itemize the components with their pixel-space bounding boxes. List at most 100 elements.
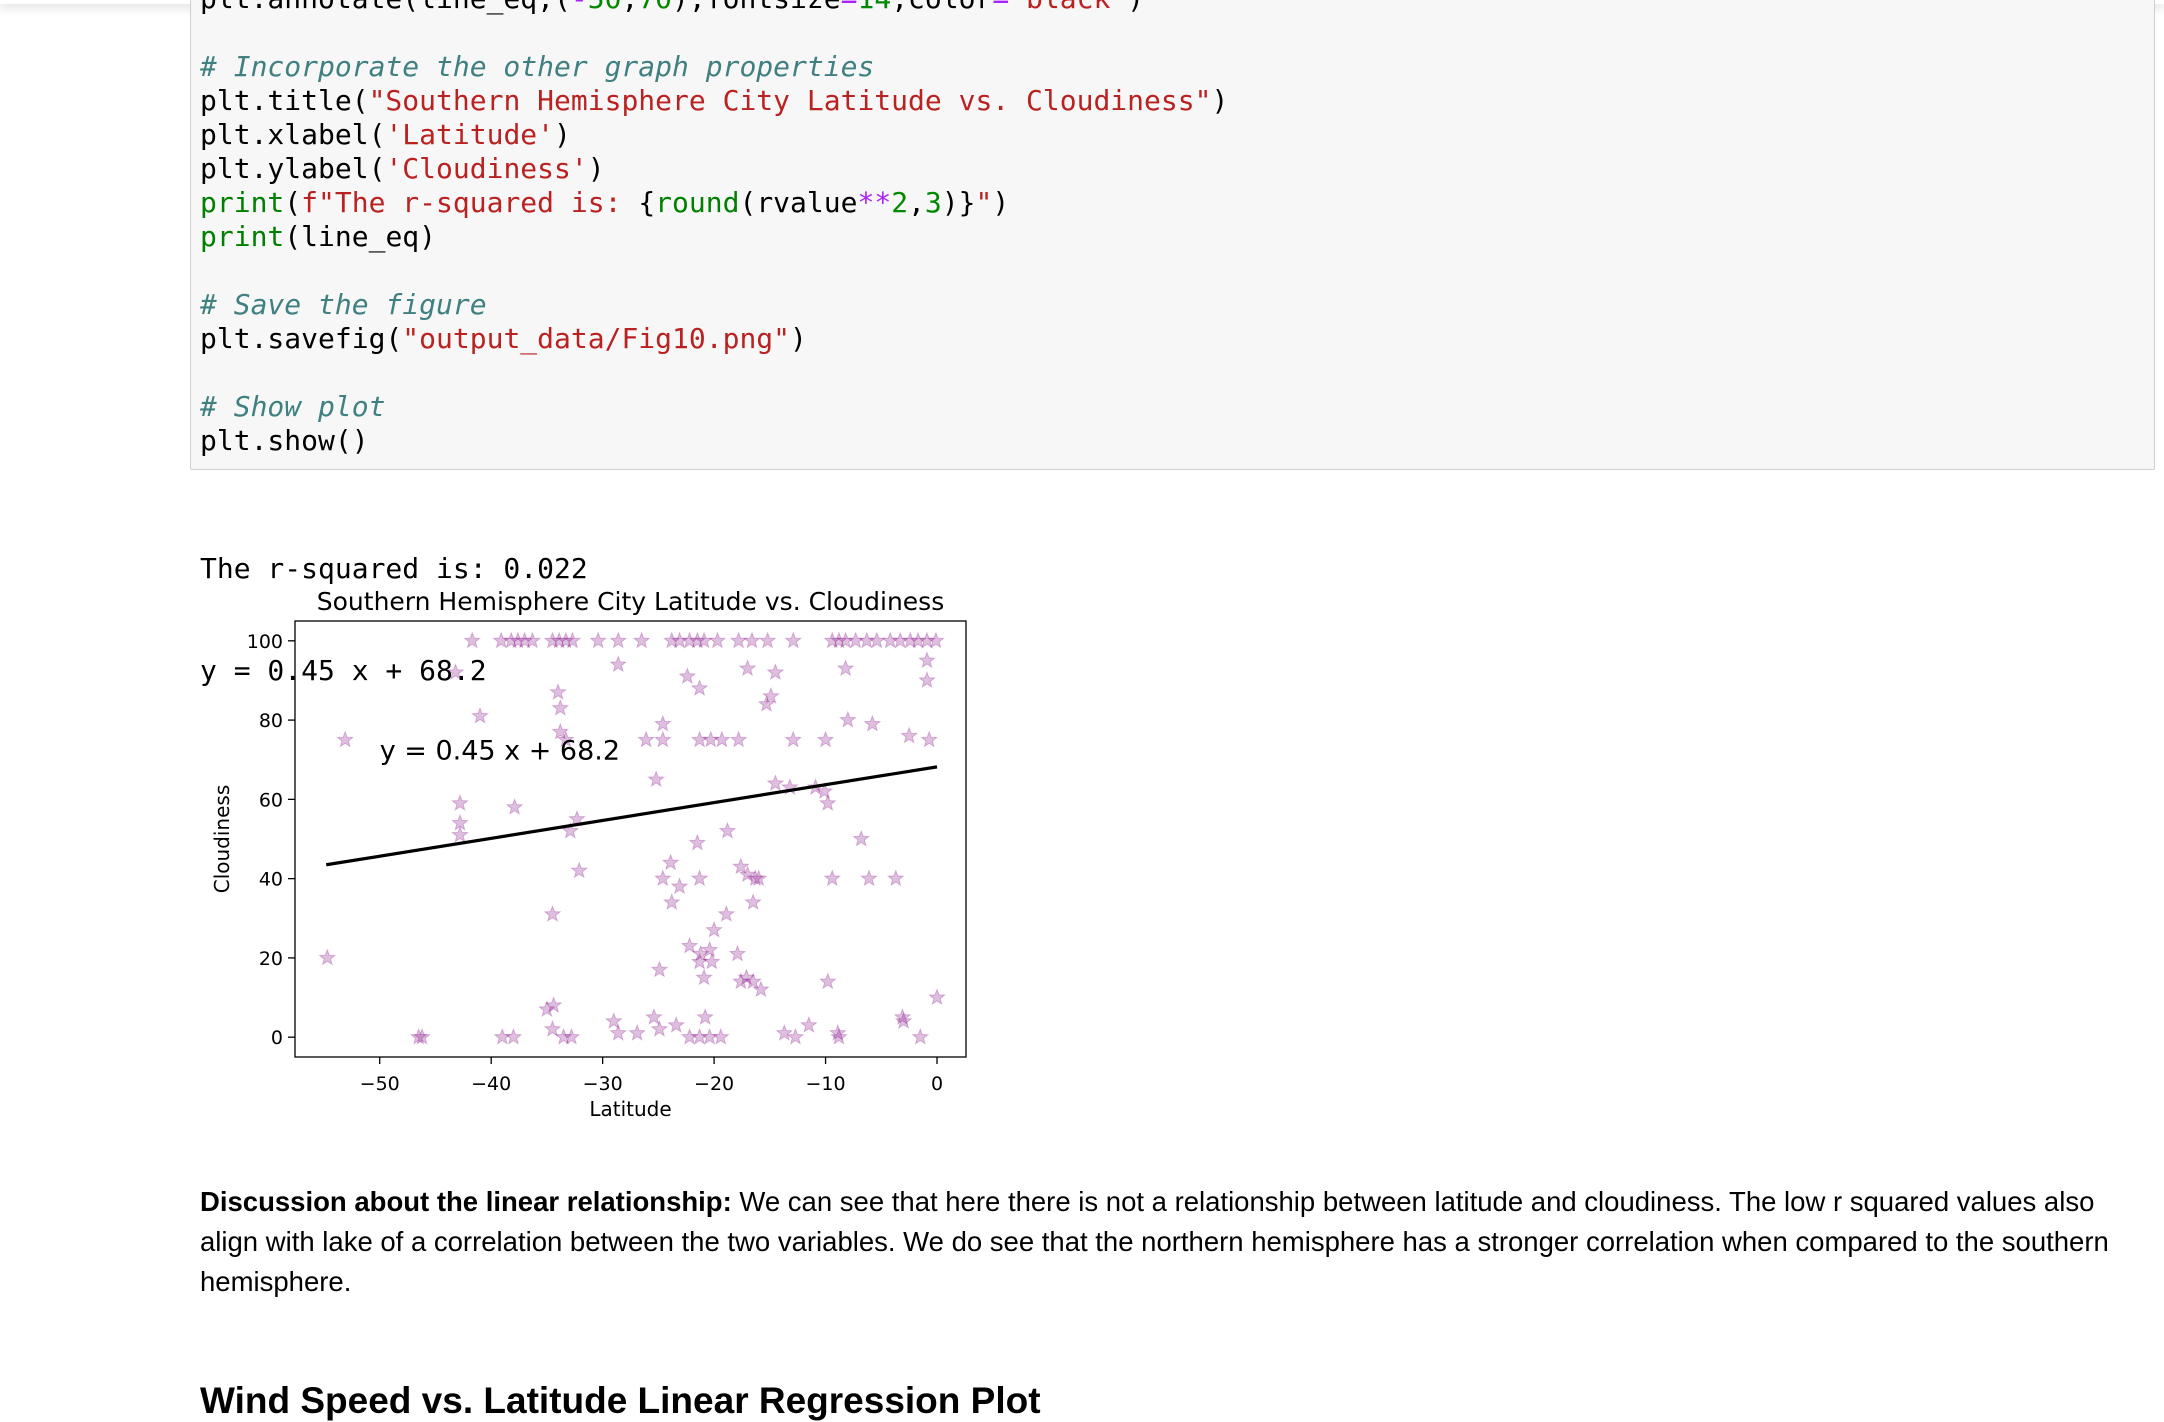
code-line: plt.annotate(line_eq,(-50,70),fontsize=1…	[200, 0, 1228, 16]
code-token: )	[1211, 84, 1229, 117]
code-token: # Incorporate the other graph properties	[200, 50, 875, 83]
scatter-point	[680, 1027, 699, 1045]
scatter-point	[695, 968, 714, 986]
x-tick-label: −50	[360, 1073, 400, 1095]
scatter-point	[667, 1015, 686, 1033]
scatter-point	[505, 797, 524, 815]
regression-line	[325, 765, 938, 867]
code-token: print	[200, 186, 285, 219]
code-token: )	[587, 152, 605, 185]
scatter-point	[670, 877, 689, 895]
code-token: **	[857, 186, 892, 219]
scatter-point	[926, 631, 945, 649]
scatter-point	[492, 631, 511, 649]
code-token: # Save the figure	[200, 288, 487, 321]
scatter-point	[784, 730, 803, 748]
x-tick-label: −30	[583, 1073, 623, 1095]
code-token: "black"	[1009, 0, 1127, 15]
code-token: {	[638, 186, 656, 219]
code-line: plt.title("Southern Hemisphere City Lati…	[200, 84, 1228, 118]
scatter-point	[537, 1000, 556, 1018]
scatter-point	[690, 1027, 709, 1045]
scatter-point	[758, 631, 777, 649]
scatter-point	[543, 631, 562, 649]
scatter-point	[718, 821, 737, 839]
code-token: plt.annotate(line_eq,(	[200, 0, 571, 15]
scatter-point	[893, 1007, 912, 1025]
scatter-point	[836, 659, 855, 677]
scatter-point	[738, 865, 757, 883]
scatter-point	[695, 631, 714, 649]
x-tick-label: 0	[931, 1073, 943, 1095]
scatter-point	[662, 631, 681, 649]
scatter-point	[549, 682, 568, 700]
code-line: # Incorporate the other graph properties	[200, 50, 1228, 84]
scatter-point	[696, 1007, 715, 1025]
code-line: print(f"The r-squared is: {round(rvalue*…	[200, 186, 1228, 220]
code-token: "output_data/Fig10.png"	[402, 322, 791, 355]
code-token: ,	[908, 186, 925, 219]
scatter-point	[901, 631, 920, 649]
code-token: =	[992, 0, 1009, 15]
code-token: =	[841, 0, 858, 15]
scatter-point	[846, 631, 865, 649]
scatter-point	[451, 825, 469, 843]
scatter-point	[743, 631, 761, 649]
y-tick-label: 40	[259, 869, 283, 891]
code-cell[interactable]: plt.annotate(line_eq,(-50,70),fontsize=1…	[190, 0, 2155, 470]
scatter-point	[609, 631, 628, 649]
code-token: "Southern Hemisphere City Latitude vs. C…	[368, 84, 1212, 117]
code-token: 3	[924, 186, 942, 219]
chart: Southern Hemisphere City Latitude vs. Cl…	[210, 587, 967, 1121]
scatter-point	[556, 730, 575, 748]
code-token: 70	[638, 0, 672, 15]
scatter-point	[867, 631, 886, 649]
scatter-point	[556, 631, 575, 649]
scatter-point	[766, 774, 785, 792]
x-axis-label: Latitude	[589, 1097, 671, 1121]
scatter-point	[653, 730, 672, 748]
scatter-point	[829, 631, 848, 649]
code-token: )	[992, 186, 1010, 219]
scatter-point	[744, 972, 763, 990]
scatter-point	[891, 631, 910, 649]
scatter-point	[744, 892, 763, 911]
scatter-point	[729, 730, 748, 748]
scatter-point	[690, 869, 709, 887]
scatter-point	[816, 730, 835, 748]
code-token: plt.show()	[200, 424, 369, 457]
code-token: -	[571, 0, 588, 15]
scatter-point	[690, 678, 709, 697]
code-token: )	[1127, 0, 1144, 15]
scatter-point	[504, 1027, 523, 1045]
markdown-heading: Wind Speed vs. Latitude Linear Regressio…	[200, 1380, 1041, 1421]
code-token: (	[284, 186, 302, 219]
scatter-point	[828, 1023, 847, 1041]
y-tick-label: 60	[259, 789, 283, 811]
scatter-point	[670, 631, 689, 649]
scatter-point	[691, 944, 710, 962]
scatter-point	[653, 869, 672, 887]
scatter-point	[818, 972, 837, 990]
scatter-point	[551, 722, 570, 740]
code-token: plt.xlabel(	[200, 118, 386, 151]
y-axis-label: Cloudiness	[210, 785, 234, 894]
paragraph-text: We can see that here there is not a rela…	[200, 1186, 2109, 1297]
scatter-point	[471, 706, 489, 724]
plot-frame	[294, 620, 967, 1058]
chart-title: Southern Hemisphere City Latitude vs. Cl…	[317, 587, 944, 616]
scatter-point	[749, 869, 768, 887]
cell-output: The r-squared is: 0.022 y = 0.45 x + 68.…	[200, 484, 588, 722]
x-tick-label: −40	[471, 1073, 511, 1095]
code-line: plt.savefig("output_data/Fig10.png")	[200, 322, 1228, 356]
scatter-point	[551, 698, 570, 716]
y-tick-label: 20	[259, 948, 283, 970]
code-line: plt.ylabel('Cloudiness')	[200, 152, 1228, 186]
y-tick-label: 100	[247, 631, 283, 653]
scatter-point	[446, 663, 465, 681]
scatter-point	[918, 671, 936, 689]
scatter-point	[911, 1027, 930, 1045]
scatter-point	[680, 936, 699, 954]
code-token: (rvalue	[739, 186, 858, 219]
scatter-point	[543, 904, 562, 922]
